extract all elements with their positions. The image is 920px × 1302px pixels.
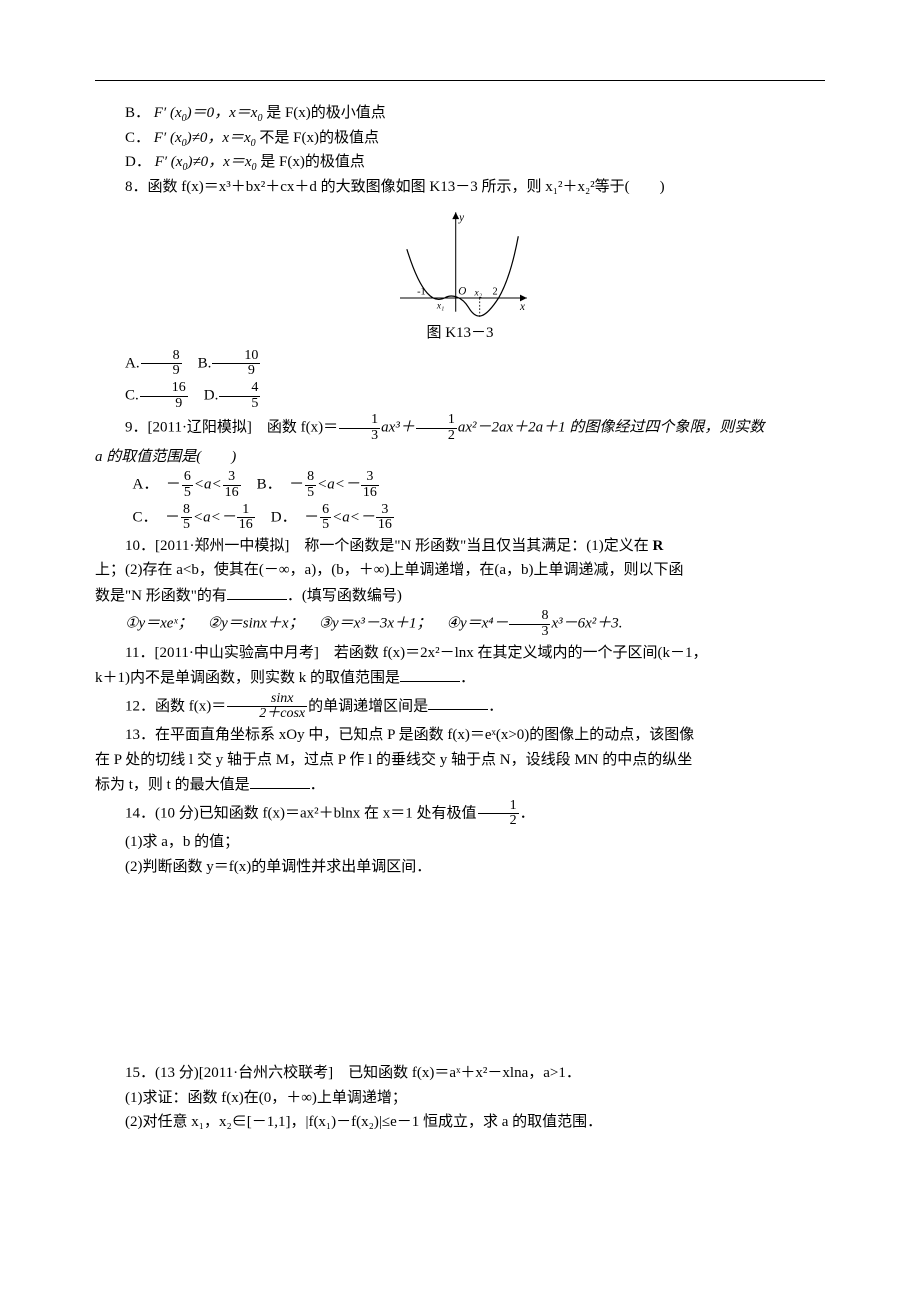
q7-option-d: D． F′ (x0)≠0，x＝x0 是 F(x)的极值点: [95, 151, 825, 174]
q7-c-text: F′ (x0)≠0，x＝x0: [154, 130, 256, 146]
q13-line1: 13．在平面直角坐标系 xOy 中，已知点 P 是函数 f(x)＝eˣ(x>0)…: [95, 724, 825, 747]
spacing-gap: [95, 880, 825, 1060]
label-neg1: -1: [417, 287, 426, 298]
q13-line3: 标为 t，则 t 的最大值是．: [95, 773, 825, 797]
q8-c-frac: 169: [140, 381, 188, 411]
q7-c-label: C．: [125, 130, 150, 146]
q10-blank: [227, 584, 287, 600]
q9-frac1: 13: [339, 413, 380, 443]
q13-blank: [250, 773, 310, 789]
q9-row1: A． －65<a<316 B． －85<a<－316: [95, 470, 825, 500]
q10-line1: 10．[2011·郑州一中模拟] 称一个函数是"N 形函数"当且仅当其满足：(1…: [95, 535, 825, 558]
page: B． F′ (x0)＝0，x＝x0 是 F(x)的极小值点 C． F′ (x0)…: [0, 0, 920, 1302]
q9-c: C． －: [133, 509, 181, 525]
q15-p2: (2)对任意 x₁，x₂∈[－1,1]，|f(x₁)－f(x₂)|≤e－1 恒成…: [95, 1111, 825, 1134]
q12-frac: sinx2＋cosx: [227, 692, 307, 722]
q10-options: ①y＝xeˣ； ②y＝sinx＋x； ③y＝x³－3x＋1； ④y＝x⁴－83x…: [95, 609, 825, 639]
q9-b: B． －: [257, 477, 305, 493]
q8-a-label: A.: [125, 355, 140, 371]
q13-line2: 在 P 处的切线 l 交 y 轴于点 M，过点 P 作 l 的垂线交 y 轴于点…: [95, 749, 825, 772]
q10-line2b: 数是"N 形函数"的有．(填写函数编号): [95, 584, 825, 608]
label-O: O: [458, 286, 466, 298]
label-2: 2: [493, 287, 498, 298]
q9-stem: 9．[2011·辽阳模拟] 函数 f(x)＝13ax³＋12ax²－2ax＋2a…: [95, 413, 825, 443]
q7-option-c: C． F′ (x0)≠0，x＝x0 不是 F(x)的极值点: [95, 127, 825, 150]
q8-a-frac: 89: [141, 349, 182, 379]
y-arrow: [452, 212, 459, 219]
q14-p1: (1)求 a，b 的值；: [95, 831, 825, 854]
q14-p2: (2)判断函数 y＝f(x)的单调性并求出单调区间．: [95, 856, 825, 879]
q7-d-label: D．: [125, 154, 151, 170]
label-y: y: [458, 212, 464, 224]
q9-stem-2: a 的取值范围是( ): [95, 446, 825, 469]
q14-frac: 12: [478, 799, 519, 829]
q11-line2: k＋1)内不是单调函数，则实数 k 的取值范围是．: [95, 666, 825, 690]
q11-blank: [400, 666, 460, 682]
q10-line2: 上；(2)存在 a<b，使其在(－∞，a)，(b，＋∞)上单调递增，在(a，b)…: [95, 559, 825, 582]
q8-c-label: C.: [125, 388, 139, 404]
q10-frac: 83: [509, 609, 550, 639]
q9-a: A． －: [133, 477, 181, 493]
q8-stem: 8．函数 f(x)＝x³＋bx²＋cx＋d 的大致图像如图 K13－3 所示，则…: [95, 176, 825, 199]
q9-frac2: 12: [416, 413, 457, 443]
q12: 12．函数 f(x)＝sinx2＋cosx的单调递增区间是．: [95, 692, 825, 722]
set-R: R: [653, 538, 664, 554]
top-rule: [95, 80, 825, 81]
q8-d-frac: 45: [219, 381, 260, 411]
curve: [407, 236, 518, 316]
label-x: x: [519, 301, 525, 313]
q8-b-label: B.: [198, 355, 212, 371]
q8-options-row2: C.169 D.45: [95, 381, 825, 411]
q8-figure-wrap: y -1 O x₁ x₂ 2 x 图 K13－3: [95, 202, 825, 345]
q11-line1: 11．[2011·中山实验高中月考] 若函数 f(x)＝2x²－lnx 在其定义…: [95, 642, 825, 665]
q15-line1: 15．(13 分)[2011·台州六校联考] 已知函数 f(x)＝aˣ＋x²－x…: [95, 1062, 825, 1085]
q9-d: D． －: [271, 509, 319, 525]
q8-d-label: D.: [204, 388, 219, 404]
label-x2: x₂: [474, 288, 483, 298]
q7-b-label: B．: [125, 105, 150, 121]
q8-options-row1: A.89 B.109: [95, 349, 825, 379]
q8-figure-caption: 图 K13－3: [95, 322, 825, 345]
q7-d-text: F′ (x0)≠0，x＝x0: [155, 154, 257, 170]
q14-stem: 14．(10 分)已知函数 f(x)＝ax²＋blnx 在 x＝1 处有极值12…: [95, 799, 825, 829]
q7-b-text: F′ (x0)＝0，x＝x0: [154, 105, 263, 121]
q8-figure: y -1 O x₁ x₂ 2 x: [370, 202, 550, 322]
q9-row2: C． －85<a<－116 D． －65<a<－316: [95, 503, 825, 533]
q7-option-b: B． F′ (x0)＝0，x＝x0 是 F(x)的极小值点: [95, 102, 825, 125]
q12-blank: [428, 694, 488, 710]
q8-b-frac: 109: [212, 349, 260, 379]
label-x1: x₁: [436, 301, 444, 311]
q15-p1: (1)求证：函数 f(x)在(0，＋∞)上单调递增；: [95, 1087, 825, 1110]
